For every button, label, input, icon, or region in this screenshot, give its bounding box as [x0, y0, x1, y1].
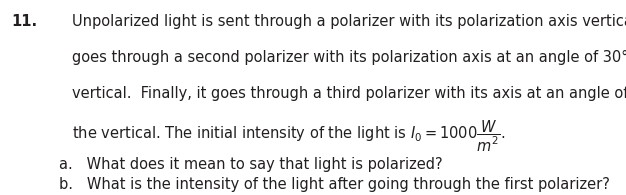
Text: 11.: 11. [11, 14, 38, 29]
Text: Unpolarized light is sent through a polarizer with its polarization axis vertica: Unpolarized light is sent through a pola… [72, 14, 626, 29]
Text: goes through a second polarizer with its polarization axis at an angle of 30° cl: goes through a second polarizer with its… [72, 50, 626, 65]
Text: b.   What is the intensity of the light after going through the first polarizer?: b. What is the intensity of the light af… [59, 177, 610, 192]
Text: the vertical. The initial intensity of the light is $I_0 = 1000\dfrac{W}{m^2}$.: the vertical. The initial intensity of t… [72, 119, 505, 154]
Text: vertical.  Finally, it goes through a third polarizer with its axis at an angle : vertical. Finally, it goes through a thi… [72, 86, 626, 101]
Text: a.   What does it mean to say that light is polarized?: a. What does it mean to say that light i… [59, 157, 443, 172]
